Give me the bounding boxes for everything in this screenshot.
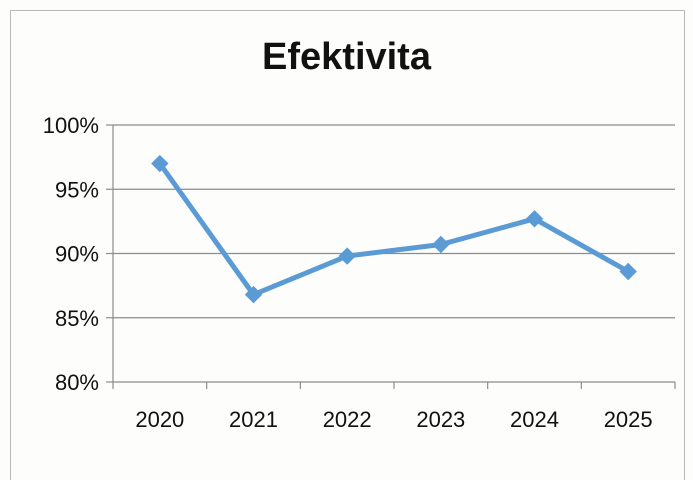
x-tick-label: 2022 [323, 407, 372, 432]
data-point-marker [244, 285, 263, 304]
grid-lines [113, 124, 675, 319]
axes [106, 124, 676, 389]
y-tick-label: 95% [55, 177, 99, 202]
data-point-marker [151, 154, 169, 173]
x-tick-label: 2020 [135, 407, 184, 432]
x-tick-label: 2024 [510, 407, 559, 432]
chart-frame [10, 10, 685, 480]
series-line [157, 161, 631, 298]
y-tick-labels: 80% 85% 90% 95% 100% [43, 113, 99, 395]
chart-plot: 80%85%90%95%100% 2020 2021 2022 2023 2024 202… [43, 113, 676, 432]
series-markers [151, 154, 637, 304]
series-lines [157, 161, 631, 298]
y-tick-label: 85% [55, 306, 99, 331]
x-tick-label: 2023 [416, 407, 465, 432]
data-point-marker [525, 210, 544, 228]
x-tick-labels: 2020 2021 2022 2023 2024 2025 [135, 407, 652, 432]
x-tick-label: 2021 [229, 407, 278, 432]
data-point-marker [619, 262, 637, 281]
chart-title: Efektivita [262, 36, 431, 78]
data-point-marker [338, 247, 356, 265]
y-tick-label: 80% [55, 370, 99, 395]
y-tick-label: 100% [43, 113, 99, 138]
y-tick-label: 90% [55, 242, 99, 267]
x-tick-label: 2025 [604, 407, 653, 432]
data-point-marker [432, 235, 450, 254]
